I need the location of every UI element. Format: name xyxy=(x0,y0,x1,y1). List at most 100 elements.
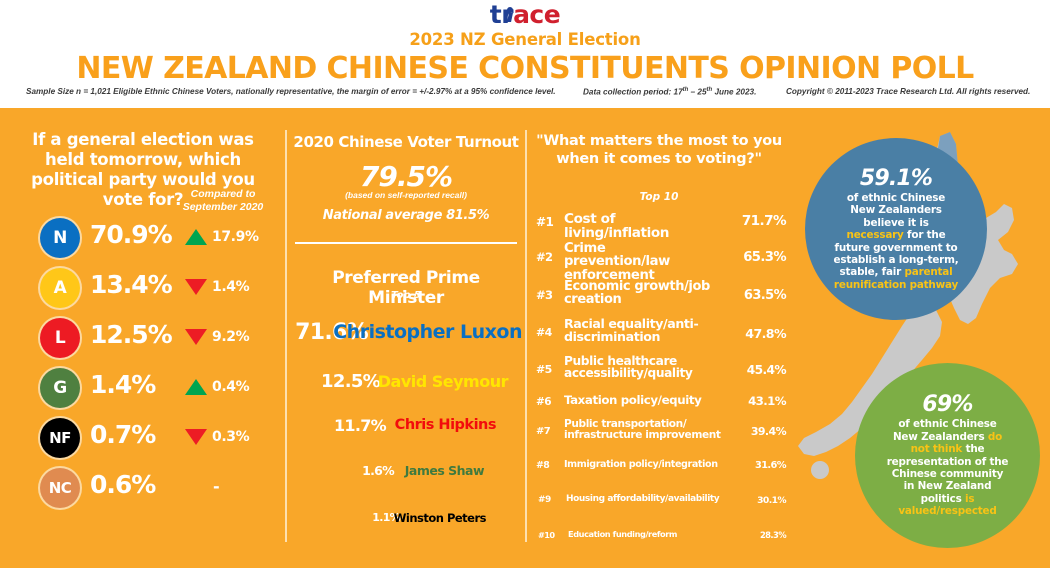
issues-title: "What matters the most to you when it co… xyxy=(536,133,782,167)
bubble-highlight-valued-respected: valued/respected xyxy=(898,505,997,518)
turnout-value: 79.5% xyxy=(359,160,453,193)
issue-row: #2 Crime prevention/law enforcement 65.3… xyxy=(536,242,787,283)
copyright-note: Copyright © 2011-2023 Trace Research Ltd… xyxy=(786,87,1031,96)
pm-row: 12.5% David Seymour xyxy=(290,368,522,398)
issue-rank: #4 xyxy=(536,326,552,339)
issue-percent: 30.1% xyxy=(757,495,786,506)
issue-row: #1 Cost of living/inflation 71.7% xyxy=(536,212,787,240)
divider-turnout-pm xyxy=(295,242,517,244)
issue-percent: 39.4% xyxy=(750,425,787,438)
pm-name: James Shaw xyxy=(404,463,485,478)
main-panel: If a general election was held tomorrow,… xyxy=(0,108,1050,568)
bubble-line-1: of ethnic Chinese xyxy=(846,191,946,204)
issue-percent: 43.1% xyxy=(748,394,787,408)
issue-row: #10 Education funding/reform 28.3% xyxy=(536,528,787,548)
issues-subtitle: Top 10 xyxy=(639,191,679,203)
issue-label: Economic growth/job creation xyxy=(564,279,710,308)
bubble-line-7: stable, fair xyxy=(839,266,905,279)
pm-name: Chris Hipkins xyxy=(394,417,497,433)
trend-up-icon xyxy=(185,379,207,395)
issue-rank: #6 xyxy=(536,396,552,408)
issue-percent: 45.4% xyxy=(746,363,787,377)
party-row: NF 0.7% 0.3% xyxy=(0,418,285,468)
pm-row: 1.1% Winston Peters xyxy=(290,508,522,534)
issue-label: Housing affordability/availability xyxy=(566,494,720,504)
issue-row: #6 Taxation policy/equity 43.1% xyxy=(536,393,787,413)
party-delta: 0.4% xyxy=(212,379,250,395)
pm-row: 71.6% Christopher Luxon xyxy=(290,318,522,348)
sample-size-note: Sample Size n = 1,021 Eligible Ethnic Ch… xyxy=(26,87,556,96)
issue-label: Cost of living/inflation xyxy=(564,211,670,241)
pm-percent: 12.5% xyxy=(321,371,381,392)
party-badge-nzfirst: NF xyxy=(40,418,80,458)
trend-down-icon xyxy=(185,329,207,345)
pm-name: Christopher Luxon xyxy=(333,321,522,343)
pm-name: David Seymour xyxy=(377,372,509,391)
bubble-highlight-necessary: necessary xyxy=(846,229,904,242)
pm-percent: 71.6% xyxy=(295,320,369,345)
logo-text-red: ace xyxy=(513,0,561,29)
issue-percent: 71.7% xyxy=(741,213,787,229)
pm-percent: 1.6% xyxy=(362,463,395,478)
preferred-pm-title: Preferred Prime Minister xyxy=(332,268,480,308)
issue-label: Crime prevention/law enforcement xyxy=(564,241,670,283)
pm-row: 11.7% Chris Hipkins xyxy=(290,413,522,443)
bubble-content: 69% of ethnic Chinese New Zealanders do … xyxy=(877,393,1019,517)
collection-period-mid: – 25 xyxy=(688,87,707,97)
bubble-line-5: Chinese community xyxy=(891,468,1004,480)
party-delta: 9.2% xyxy=(212,329,250,345)
party-row: G 1.4% 0.4% xyxy=(0,368,285,418)
bubble-line-4: representation of the xyxy=(886,455,1009,468)
issue-label: Racial equality/anti-discrimination xyxy=(564,316,699,344)
page-title: NEW ZEALAND CHINESE CONSTITUENTS OPINION… xyxy=(76,51,974,86)
issue-rank: #1 xyxy=(536,215,554,229)
issue-label: Taxation policy/equity xyxy=(564,393,702,407)
party-delta: 1.4% xyxy=(212,279,250,295)
bubble-percentage: 69% xyxy=(922,392,973,418)
issue-rank: #7 xyxy=(536,426,551,437)
collection-period-label: Data collection period: xyxy=(583,87,672,97)
preferred-pm-subtitle: Top 5 xyxy=(391,290,421,301)
issue-percent: 31.6% xyxy=(755,460,787,471)
divider-column-2-3 xyxy=(525,130,527,542)
party-percent: 13.4% xyxy=(90,270,173,299)
party-vote-question: If a general election was held tomorrow,… xyxy=(31,130,255,209)
trend-up-icon xyxy=(185,229,207,245)
issue-label: Education funding/reform xyxy=(568,529,677,539)
stat-bubble-representation: 69% of ethnic Chinese New Zealanders do … xyxy=(855,363,1040,548)
party-delta: 0.3% xyxy=(212,429,250,445)
poster-header: tr ace 2023 NZ General Election NEW ZEALA… xyxy=(0,0,1050,108)
bubble-text: of ethnic Chinese New Zealanders do not … xyxy=(887,418,1009,517)
pm-name: Winston Peters xyxy=(393,511,487,525)
party-row: NC 0.6% - xyxy=(0,468,285,518)
bubble-line-6: establish a long-term, xyxy=(833,253,959,266)
issue-percent: 47.8% xyxy=(745,326,786,341)
collection-period-sup1: th xyxy=(682,87,689,93)
bubble-highlight-reunification-pathway: reunification pathway xyxy=(833,278,959,291)
party-row: L 12.5% 9.2% xyxy=(0,318,285,368)
bubble-line-4: for the xyxy=(903,229,946,242)
logo-figure-head-icon xyxy=(507,7,514,13)
party-percent: 70.9% xyxy=(90,220,173,249)
pm-percent: 1.1% xyxy=(372,511,400,524)
bubble-line-2: New Zealanders xyxy=(892,430,988,443)
bubble-line-5: future government to xyxy=(834,241,958,254)
pm-row: 1.6% James Shaw xyxy=(290,460,522,486)
header-credits: Sample Size n = 1,021 Eligible Ethnic Ch… xyxy=(0,86,1050,104)
bubble-text: of ethnic Chinese New Zealanders believe… xyxy=(834,192,959,291)
turnout-title: 2020 Chinese Voter Turnout xyxy=(293,133,519,151)
turnout-national-average: National average 81.5% xyxy=(322,208,490,223)
party-badge-act: A xyxy=(40,268,80,308)
party-badge-national: N xyxy=(40,218,80,258)
turnout-caption: (based on self-reported recall) xyxy=(345,190,467,200)
collection-period-value: 17 xyxy=(673,87,683,97)
issue-row: #5 Public healthcare accessibility/quali… xyxy=(536,354,787,387)
bubble-line-7: politics xyxy=(920,492,966,505)
divider-column-1-2 xyxy=(285,130,287,542)
issue-row: #9 Housing affordability/availability 30… xyxy=(536,493,787,513)
issue-row: #3 Economic growth/job creation 63.5% xyxy=(536,279,787,312)
party-badge-labour: L xyxy=(40,318,80,358)
issue-label: Public healthcare accessibility/quality xyxy=(564,354,693,381)
pm-percent: 11.7% xyxy=(333,416,387,435)
